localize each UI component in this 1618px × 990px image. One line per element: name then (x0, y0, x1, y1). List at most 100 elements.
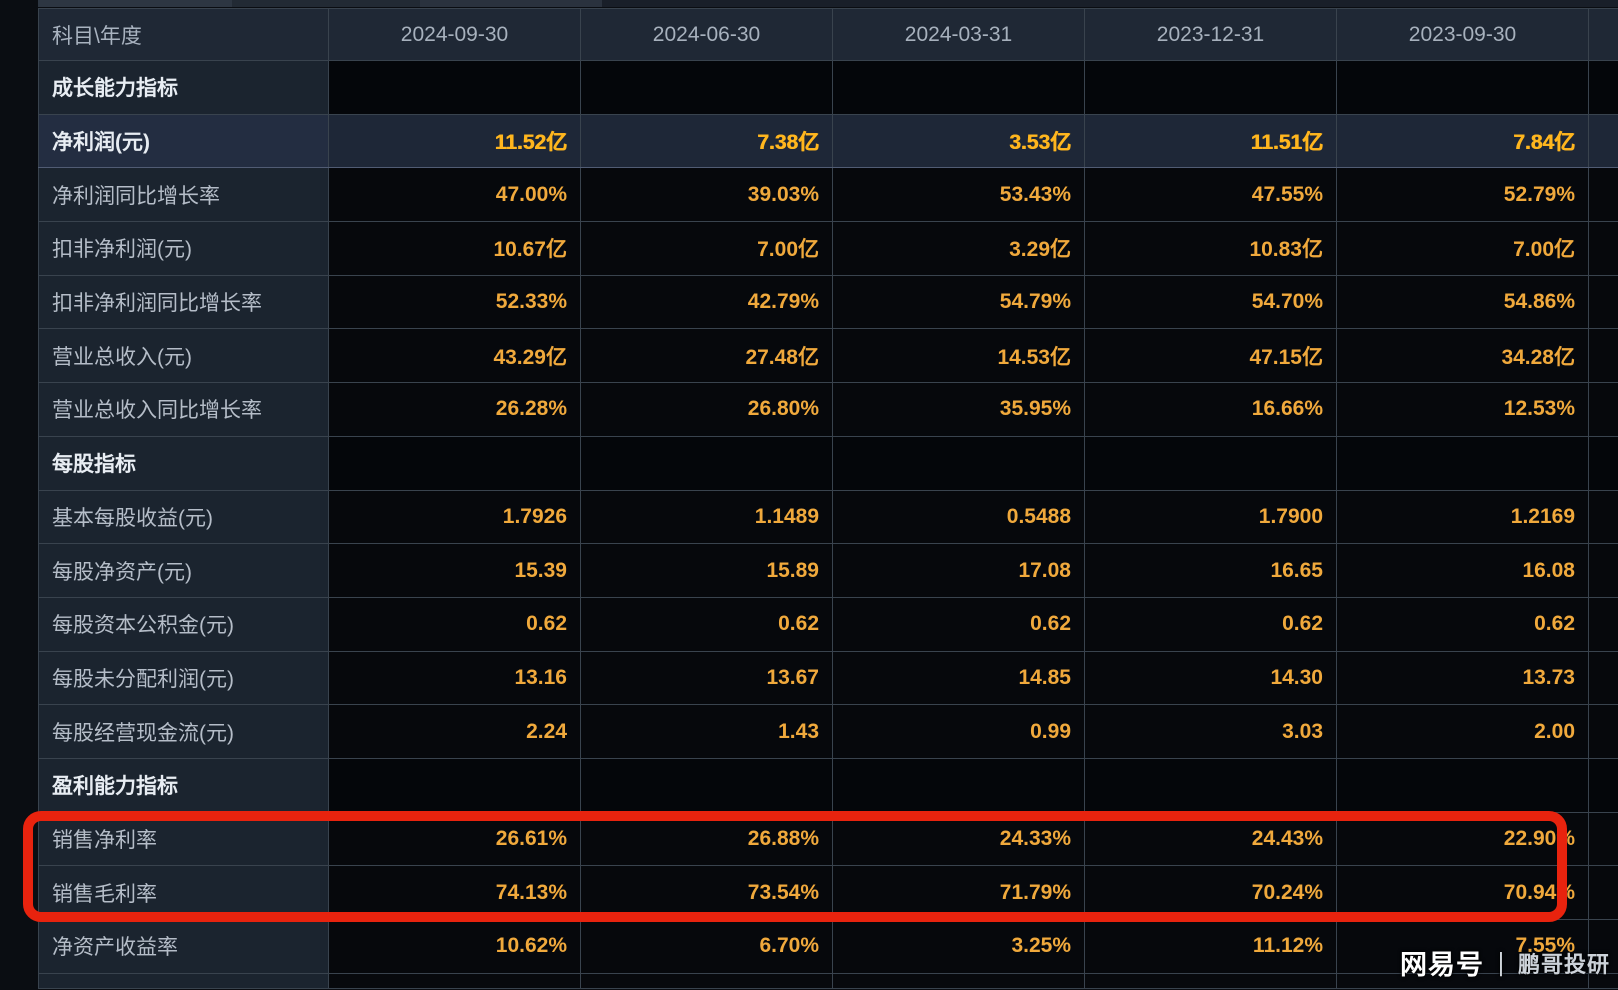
value-cell: 14.53亿 (832, 328, 1085, 384)
value-cell: 3.25% (832, 919, 1085, 974)
watermark-brand: 网易号 (1399, 950, 1484, 980)
edge-cell (1588, 328, 1618, 384)
table-row[interactable]: 每股未分配利润(元) 13.16 13.67 14.85 14.30 13.73 (38, 650, 1618, 706)
value-cell (1084, 60, 1337, 115)
value-cell: 3.29亿 (832, 221, 1085, 276)
edge-cell (1588, 865, 1618, 920)
watermark-separator: 丨 (1488, 950, 1513, 981)
edge-cell (1588, 811, 1618, 867)
edge-cell (1588, 221, 1618, 276)
cropped-bottom-row (38, 972, 1618, 989)
value-cell: 54.86% (1336, 274, 1589, 330)
table-row[interactable]: 基本每股收益(元) 1.7926 1.1489 0.5488 1.7900 1.2169 (38, 489, 1618, 545)
table-row[interactable]: 净资产收益率 10.62% 6.70% 3.25% 11.12% 7.55% (38, 919, 1618, 974)
value-cell: 7.00亿 (580, 221, 833, 276)
value-cell: 7.55% (1336, 919, 1589, 974)
table-row[interactable]: 营业总收入(元) 43.29亿 27.48亿 14.53亿 47.15亿 34.28亿 (38, 328, 1618, 384)
table-header-row: 科目\年度 2024-09-30 2024-06-30 2024-03-31 2… (38, 8, 1618, 61)
table-row[interactable]: 成长能力指标 (38, 60, 1618, 115)
value-cell: 26.80% (580, 382, 833, 437)
value-cell: 70.24% (1084, 865, 1337, 920)
value-cell: 12.53% (1336, 382, 1589, 437)
table-row[interactable]: 扣非净利润(元) 10.67亿 7.00亿 3.29亿 10.83亿 7.00亿 (38, 221, 1618, 276)
value-cell: 26.61% (328, 811, 581, 867)
cropped-cell (38, 972, 329, 989)
value-cell: 10.83亿 (1084, 221, 1337, 276)
cropped-cell (580, 972, 833, 989)
value-cell: 73.54% (580, 865, 833, 920)
value-cell (832, 757, 1085, 813)
value-cell: 1.2169 (1336, 489, 1589, 545)
value-cell: 0.99 (832, 704, 1085, 759)
row-label: 净资产收益率 (38, 919, 329, 974)
value-cell (1084, 435, 1337, 491)
value-cell: 47.15亿 (1084, 328, 1337, 384)
table-row[interactable]: 净利润同比增长率 47.00% 39.03% 53.43% 47.55% 52.79% (38, 167, 1618, 223)
table-row[interactable]: 每股指标 (38, 435, 1618, 491)
table-row[interactable]: 营业总收入同比增长率 26.28% 26.80% 35.95% 16.66% 12.53% (38, 382, 1618, 437)
value-cell (328, 435, 581, 491)
value-cell: 26.28% (328, 382, 581, 437)
edge-cell (1588, 274, 1618, 330)
header-cell-date-3: 2024-03-31 (832, 8, 1085, 61)
row-label: 销售毛利率 (38, 865, 329, 920)
table-row[interactable]: 净利润(元) 11.52亿 7.38亿 3.53亿 11.51亿 7.84亿 (38, 113, 1618, 169)
value-cell: 0.62 (328, 596, 581, 652)
table-row[interactable]: 每股经营现金流(元) 2.24 1.43 0.99 3.03 2.00 (38, 704, 1618, 759)
table-row[interactable]: 每股资本公积金(元) 0.62 0.62 0.62 0.62 0.62 (38, 596, 1618, 652)
edge-cell (1588, 60, 1618, 115)
header-cell-date-4: 2023-12-31 (1084, 8, 1337, 61)
value-cell: 43.29亿 (328, 328, 581, 384)
cropped-cell-sliver (38, 0, 232, 7)
row-label: 销售净利率 (38, 811, 329, 867)
value-cell: 47.55% (1084, 167, 1337, 223)
edge-cell (1588, 489, 1618, 545)
edge-cell (1588, 757, 1618, 813)
value-cell (328, 757, 581, 813)
value-cell: 0.5488 (832, 489, 1085, 545)
value-cell: 0.62 (1336, 596, 1589, 652)
edge-cell (1588, 167, 1618, 223)
row-label: 盈利能力指标 (38, 757, 329, 813)
watermark-author: 鹏哥投研 (1517, 951, 1610, 977)
header-cell-edge (1588, 8, 1618, 61)
value-cell: 16.66% (1084, 382, 1337, 437)
value-cell: 52.33% (328, 274, 581, 330)
value-cell: 1.7926 (328, 489, 581, 545)
value-cell: 6.70% (580, 919, 833, 974)
row-label: 每股资本公积金(元) (38, 596, 329, 652)
value-cell: 70.94% (1336, 865, 1589, 920)
row-label: 营业总收入(元) (38, 328, 329, 384)
value-cell: 17.08 (832, 543, 1085, 598)
cropped-row-sliver (0, 0, 1618, 8)
value-cell: 11.12% (1084, 919, 1337, 974)
value-cell (580, 757, 833, 813)
value-cell: 24.33% (832, 811, 1085, 867)
value-cell: 35.95% (832, 382, 1085, 437)
value-cell: 27.48亿 (580, 328, 833, 384)
value-cell: 13.67 (580, 650, 833, 706)
edge-cell (1588, 596, 1618, 652)
value-cell: 0.62 (580, 596, 833, 652)
edge-cell (1588, 435, 1618, 491)
value-cell (1084, 757, 1337, 813)
value-cell (580, 435, 833, 491)
table-row[interactable]: 销售毛利率 74.13% 73.54% 71.79% 70.24% 70.94% (38, 865, 1618, 920)
header-cell-subject: 科目\年度 (38, 8, 329, 61)
row-label: 基本每股收益(元) (38, 489, 329, 545)
cropped-cell (1084, 972, 1337, 989)
value-cell: 47.00% (328, 167, 581, 223)
value-cell: 2.00 (1336, 704, 1589, 759)
value-cell (1336, 60, 1589, 115)
value-cell: 39.03% (580, 167, 833, 223)
row-label: 每股未分配利润(元) (38, 650, 329, 706)
table-row[interactable]: 扣非净利润同比增长率 52.33% 42.79% 54.79% 54.70% 54.86% (38, 274, 1618, 330)
value-cell: 52.79% (1336, 167, 1589, 223)
cropped-cell (1336, 972, 1589, 989)
table-row[interactable]: 盈利能力指标 (38, 757, 1618, 813)
value-cell: 1.1489 (580, 489, 833, 545)
table-row[interactable]: 每股净资产(元) 15.39 15.89 17.08 16.65 16.08 (38, 543, 1618, 598)
row-label: 净利润(元) (38, 113, 329, 169)
row-label: 净利润同比增长率 (38, 167, 329, 223)
table-row[interactable]: 销售净利率 26.61% 26.88% 24.33% 24.43% 22.90% (38, 811, 1618, 867)
